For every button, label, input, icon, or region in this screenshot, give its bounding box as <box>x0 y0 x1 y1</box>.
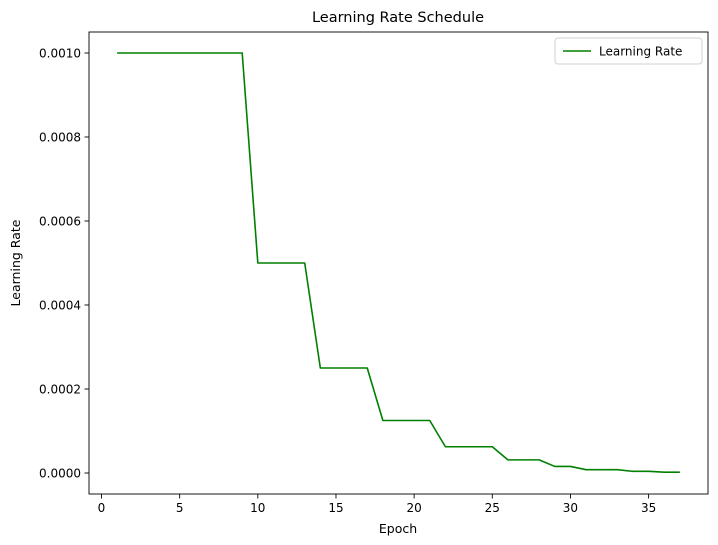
y-tick-label: 0.0004 <box>39 298 81 312</box>
x-tick-label: 35 <box>641 501 656 515</box>
series-line-learning-rate <box>117 52 680 473</box>
x-tick-label: 20 <box>406 501 421 515</box>
x-tick-label: 5 <box>176 501 184 515</box>
x-tick-label: 10 <box>250 501 265 515</box>
y-tick-label: 0.0006 <box>39 214 81 228</box>
x-axis-label: Epoch <box>379 521 417 536</box>
axes-frame <box>88 31 709 495</box>
y-tick-label: 0.0000 <box>39 466 81 480</box>
legend-box <box>554 37 703 65</box>
plot-area: 0 5 10 15 20 25 30 35 0.0000 0.0002 0.0004 0.0006 0.… <box>39 31 709 515</box>
y-tick-label: 0.0008 <box>39 130 81 144</box>
legend-label: Learning Rate <box>599 44 682 58</box>
y-axis-label: Learning Rate <box>8 219 23 306</box>
y-tick-label: 0.0002 <box>39 382 81 396</box>
x-tick-label: 0 <box>98 501 106 515</box>
x-tick-label: 30 <box>563 501 578 515</box>
y-tick-label: 0.0010 <box>39 46 81 60</box>
legend: Learning Rate <box>554 37 703 65</box>
chart-title: Learning Rate Schedule <box>312 10 484 26</box>
x-tick-label: 15 <box>328 501 343 515</box>
x-tick-label: 25 <box>485 501 500 515</box>
